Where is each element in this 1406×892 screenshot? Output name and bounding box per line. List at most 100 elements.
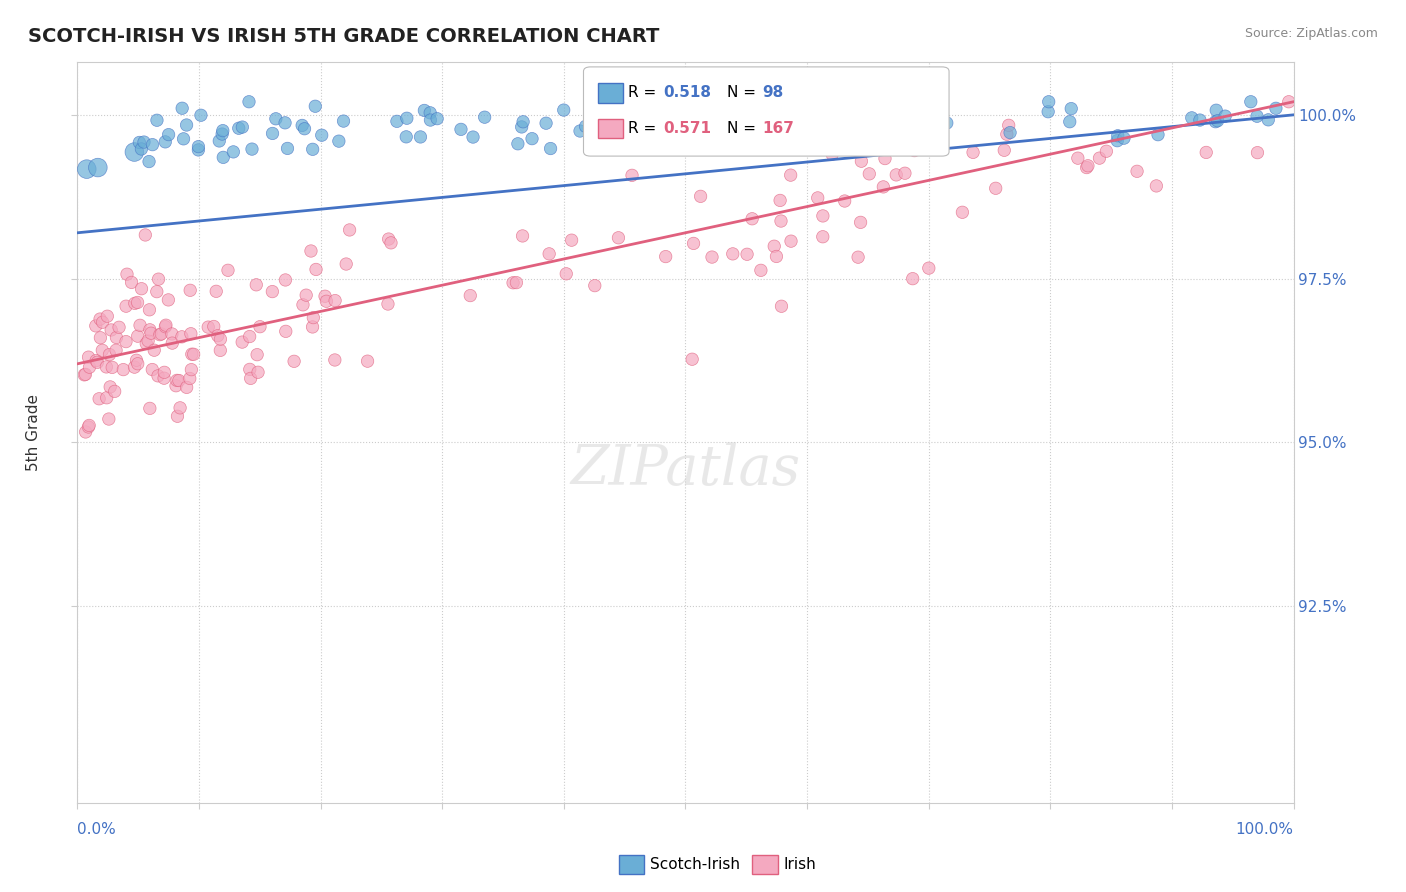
- Point: [79, 360, 101, 375]
- Point: [239, 371, 262, 385]
- Point: [155, 135, 177, 149]
- Point: [1126, 164, 1149, 178]
- Point: [872, 180, 894, 194]
- Point: [332, 114, 354, 128]
- Point: [115, 267, 138, 281]
- Point: [735, 247, 758, 261]
- Point: [561, 233, 583, 247]
- Point: [212, 150, 235, 164]
- Point: [274, 324, 297, 338]
- Point: [295, 288, 318, 302]
- Point: [301, 320, 323, 334]
- Point: [115, 299, 138, 313]
- Point: [413, 103, 436, 118]
- Point: [679, 124, 702, 138]
- Point: [311, 128, 333, 143]
- Point: [654, 250, 676, 264]
- Point: [240, 142, 263, 156]
- Point: [995, 128, 1018, 142]
- Point: [128, 136, 150, 150]
- Point: [129, 318, 152, 333]
- Point: [134, 227, 156, 242]
- Point: [291, 298, 314, 312]
- Point: [780, 234, 803, 248]
- Point: [858, 167, 880, 181]
- Point: [569, 124, 592, 138]
- Point: [678, 102, 700, 116]
- Point: [86, 355, 108, 369]
- Point: [135, 336, 157, 351]
- Point: [239, 329, 262, 343]
- Point: [779, 168, 801, 182]
- Point: [208, 134, 231, 148]
- Point: [179, 371, 201, 385]
- Point: [127, 357, 149, 371]
- Point: [534, 116, 557, 130]
- Point: [1205, 114, 1227, 128]
- Point: [115, 334, 138, 349]
- Point: [585, 141, 607, 155]
- Text: Source: ZipAtlas.com: Source: ZipAtlas.com: [1244, 27, 1378, 40]
- Point: [328, 134, 350, 148]
- Point: [105, 330, 128, 344]
- Point: [138, 154, 160, 169]
- Point: [520, 131, 543, 145]
- Point: [683, 109, 706, 123]
- Point: [202, 319, 225, 334]
- Point: [765, 249, 787, 263]
- Point: [1246, 145, 1268, 160]
- Point: [689, 189, 711, 203]
- Point: [385, 114, 408, 128]
- Point: [773, 108, 796, 122]
- Point: [276, 141, 298, 155]
- Point: [197, 320, 219, 334]
- Point: [849, 215, 872, 229]
- Point: [894, 116, 917, 130]
- Point: [150, 326, 173, 341]
- Point: [112, 362, 135, 376]
- Point: [299, 244, 322, 258]
- Point: [1205, 103, 1227, 118]
- Point: [1257, 112, 1279, 127]
- Point: [1240, 95, 1263, 109]
- Point: [157, 293, 180, 307]
- Point: [890, 116, 912, 130]
- Point: [136, 334, 159, 348]
- Point: [583, 135, 606, 149]
- Point: [834, 194, 856, 208]
- Text: Scotch-Irish: Scotch-Irish: [650, 857, 740, 871]
- Point: [84, 353, 107, 368]
- Point: [77, 418, 100, 433]
- Point: [166, 373, 188, 387]
- Point: [1195, 145, 1218, 160]
- Point: [1036, 104, 1059, 119]
- Point: [851, 154, 873, 169]
- Point: [1076, 161, 1098, 175]
- Point: [749, 263, 772, 277]
- Point: [157, 128, 180, 142]
- Text: R =: R =: [628, 121, 662, 136]
- Text: 100.0%: 100.0%: [1236, 822, 1294, 838]
- Point: [1088, 151, 1111, 165]
- Point: [1112, 131, 1135, 145]
- Point: [997, 118, 1019, 132]
- Point: [170, 330, 193, 344]
- Point: [209, 332, 232, 346]
- Point: [231, 335, 253, 350]
- Point: [903, 144, 925, 158]
- Point: [315, 294, 337, 309]
- Point: [950, 205, 973, 219]
- Point: [1206, 113, 1229, 128]
- Point: [811, 103, 834, 118]
- Point: [167, 374, 190, 388]
- Point: [770, 299, 793, 313]
- Point: [846, 250, 869, 264]
- Point: [512, 228, 534, 243]
- Point: [231, 120, 253, 134]
- Point: [852, 116, 875, 130]
- Point: [621, 169, 644, 183]
- Point: [1188, 113, 1211, 128]
- Point: [721, 247, 744, 261]
- Point: [245, 277, 267, 292]
- Point: [247, 365, 270, 379]
